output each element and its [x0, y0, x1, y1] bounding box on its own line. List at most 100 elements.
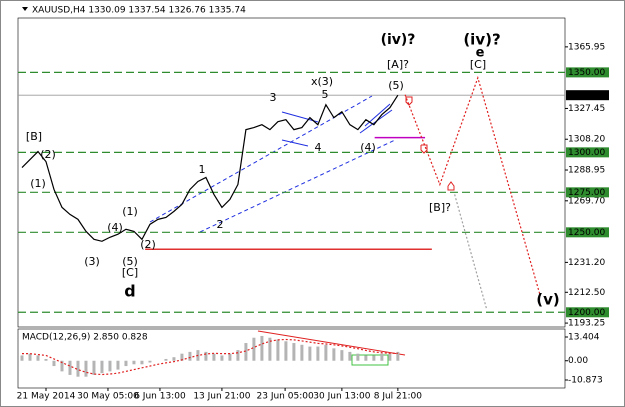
macd-bar	[308, 346, 312, 361]
macd-bar	[260, 335, 264, 361]
wave-label: (4)	[107, 221, 123, 234]
wave-label: 4	[315, 141, 322, 154]
macd-highlight	[351, 354, 389, 366]
macd-bar	[44, 358, 48, 361]
wave-label: (iv)?	[381, 32, 416, 48]
y-tick-label: 1231.20	[568, 258, 605, 268]
macd-frame	[17, 328, 566, 389]
macd-bar	[108, 360, 112, 372]
x-tick-label: 23 Jun 05:00	[257, 392, 314, 402]
wave-label: (4)	[360, 141, 376, 154]
x-tick-label: 21 May 2014	[17, 392, 76, 402]
macd-bar	[300, 344, 304, 361]
wave-label: (2)	[140, 238, 156, 251]
macd-bar	[372, 355, 376, 361]
macd-title: MACD(12,26,9) 2.850 0.828	[22, 333, 148, 343]
y-tick-label: -10.873	[568, 375, 603, 385]
macd-bar	[276, 339, 280, 361]
wave-label: (2)	[40, 148, 56, 161]
macd-bar	[164, 358, 168, 361]
y-tick-label: 1288.95	[568, 166, 605, 176]
macd-bar	[244, 343, 248, 361]
macd-bar	[236, 350, 240, 361]
macd-bar	[188, 351, 192, 361]
y-tick-label: 1212.50	[568, 288, 605, 298]
forecast-path	[404, 75, 541, 295]
macd-bar	[332, 348, 336, 361]
wave-label: [A]?	[387, 58, 409, 71]
y-tick-label: 1365.95	[568, 42, 605, 52]
y-tick-label: 1308.20	[568, 135, 605, 145]
wave-label: [B]?	[429, 201, 451, 214]
macd-bar	[100, 360, 104, 374]
macd-bar	[140, 360, 144, 365]
macd-bar	[92, 360, 96, 375]
wave-label: d	[124, 282, 135, 301]
macd-bar	[324, 344, 328, 361]
price-label: 1335.74	[568, 91, 605, 101]
y-tick-label: 1327.45	[568, 104, 605, 114]
macd-bar	[204, 351, 208, 361]
x-tick-label: 30 May 05:00	[77, 392, 139, 402]
level-label: 1350.00	[568, 68, 605, 78]
macd-bar	[60, 360, 64, 372]
forecast-arrows	[405, 96, 455, 191]
macd-bar	[316, 346, 320, 361]
y-tick-label: 0.00	[568, 356, 588, 366]
wave-label: (3)	[84, 255, 100, 268]
macd-trendline	[257, 330, 406, 356]
macd-bar	[396, 351, 400, 361]
chart-title: XAUUSD,H4 1330.09 1337.54 1326.76 1335.7…	[32, 6, 246, 16]
wave-label: [C]	[122, 266, 138, 279]
macd-bar	[364, 355, 368, 361]
macd-bar	[116, 360, 120, 370]
level-tag	[566, 227, 609, 238]
macd-bar	[348, 351, 352, 361]
macd-bar	[68, 360, 72, 375]
wave-label: (5)	[388, 79, 404, 92]
level-label: 1300.00	[568, 148, 605, 158]
wave-label: e	[476, 46, 485, 61]
main-frame	[17, 17, 566, 328]
macd-bar	[124, 360, 128, 367]
wave-label: (v)	[536, 291, 560, 309]
macd-bar	[212, 353, 216, 361]
x-tick-label: 8 Jul 21:00	[374, 392, 423, 402]
macd-bar	[268, 337, 272, 361]
level-tag	[566, 307, 609, 318]
level-label: 1200.00	[568, 308, 605, 318]
macd-bar	[36, 355, 40, 361]
wave-label: [C]	[470, 58, 486, 71]
macd-bar	[388, 353, 392, 361]
y-tick-label: 1193.25	[568, 319, 605, 329]
macd-bar	[356, 353, 360, 361]
macd-bar	[132, 360, 136, 365]
signal-line	[21, 338, 398, 376]
macd-bar	[380, 353, 384, 361]
wave-label: (1)	[30, 177, 46, 190]
price-tag	[566, 90, 609, 101]
macd-bar	[172, 357, 176, 361]
x-tick-label: 13 Jun 21:00	[193, 392, 250, 402]
menu-arrow[interactable]	[22, 7, 28, 11]
wave-label: (iv)?	[463, 31, 500, 49]
wave-label: 3	[270, 91, 277, 104]
level-label: 1250.00	[568, 228, 605, 238]
level-tag	[566, 67, 609, 78]
wave-label: [B]	[26, 130, 42, 143]
y-tick-label: 1269.70	[568, 196, 605, 206]
macd-bar	[76, 360, 80, 377]
macd-bar	[52, 360, 56, 367]
macd-bar	[220, 355, 224, 361]
macd-bar	[28, 353, 32, 361]
wave-label: 1	[199, 163, 206, 176]
level-tag	[566, 187, 609, 198]
level-label: 1275.00	[568, 188, 605, 198]
macd-bar	[20, 355, 24, 361]
macd-bar	[252, 337, 256, 361]
macd-bar	[148, 360, 152, 363]
macd-bar	[340, 350, 344, 361]
macd-bar	[84, 360, 88, 377]
